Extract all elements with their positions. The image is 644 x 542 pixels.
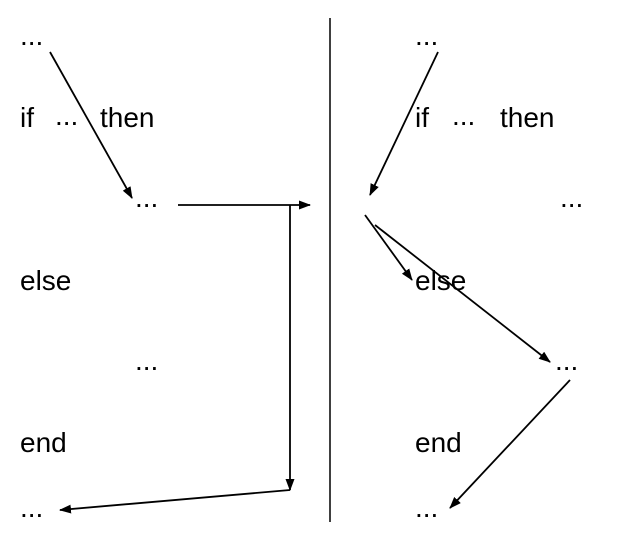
- left-l-if: if: [20, 102, 34, 134]
- right-r-end: end: [415, 427, 462, 459]
- right-ra-low-to-bot: [450, 380, 570, 508]
- right-r-cond: ...: [452, 100, 475, 132]
- left-l-cond: ...: [55, 100, 78, 132]
- left-l-ell-mid: ...: [135, 182, 158, 214]
- left-la-bottom-left: [60, 490, 290, 510]
- right-r-ell-lower: ...: [555, 345, 578, 377]
- right-ra-to-else: [365, 215, 412, 280]
- right-r-if: if: [415, 102, 429, 134]
- left-l-else: else: [20, 265, 71, 297]
- right-r-ell-top: ...: [415, 20, 438, 52]
- left-l-ell-lower: ...: [135, 345, 158, 377]
- right-r-ell-mid: ...: [560, 182, 583, 214]
- left-l-end: end: [20, 427, 67, 459]
- right-r-then: then: [500, 102, 555, 134]
- left-l-ell-bot: ...: [20, 492, 43, 524]
- right-r-else: else: [415, 265, 466, 297]
- right-r-ell-bot: ...: [415, 492, 438, 524]
- left-l-then: then: [100, 102, 155, 134]
- left-l-ell-top: ...: [20, 20, 43, 52]
- arrows-svg: [0, 0, 644, 542]
